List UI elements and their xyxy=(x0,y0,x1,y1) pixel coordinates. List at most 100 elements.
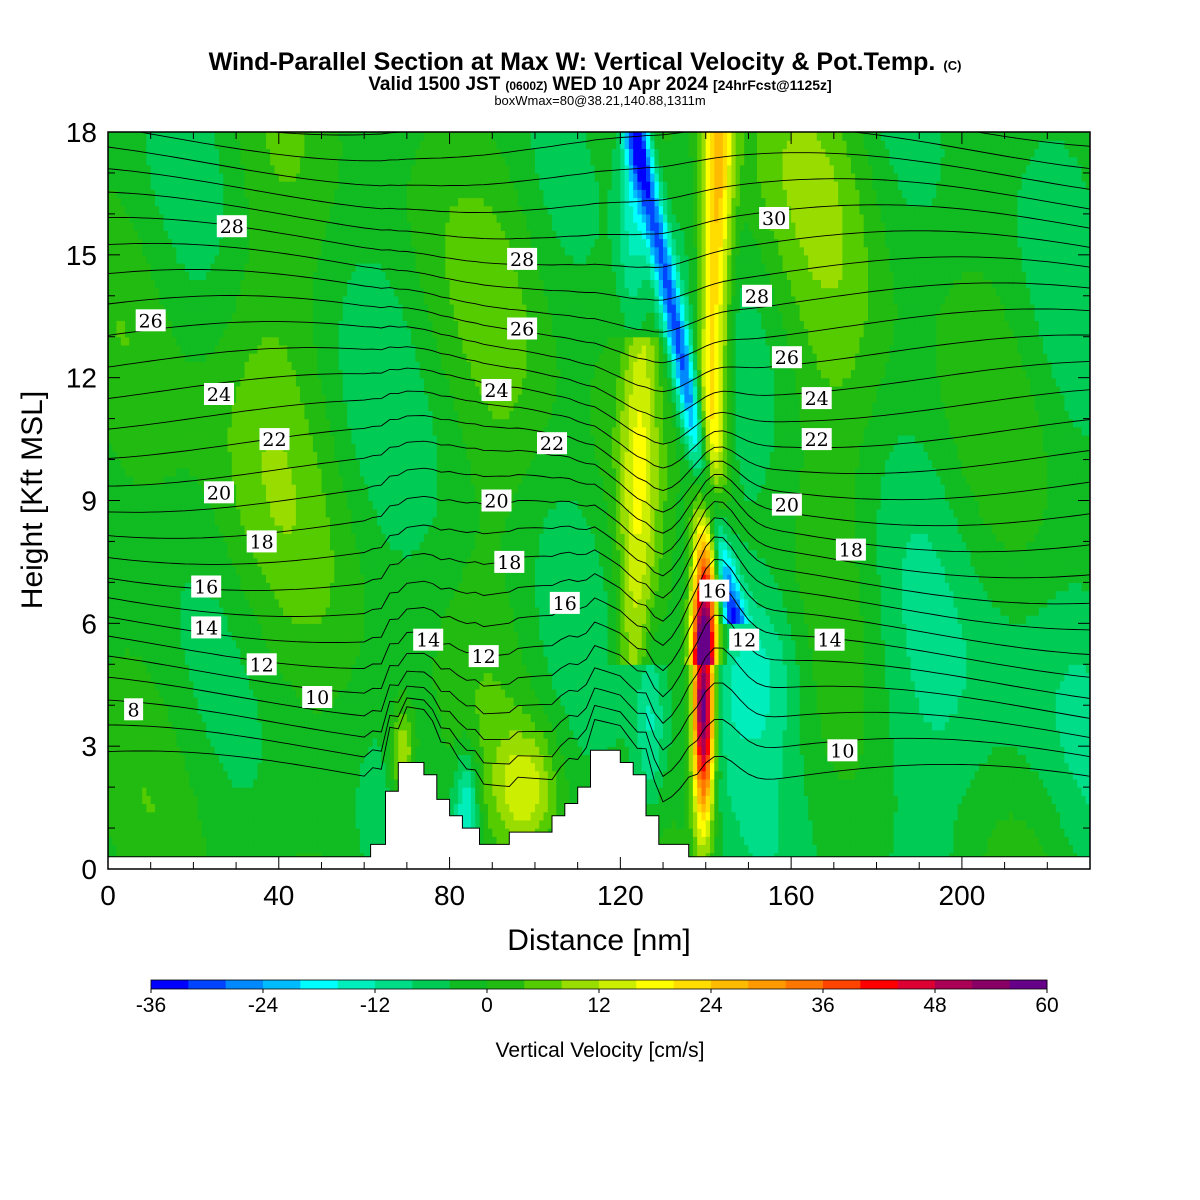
velocity-cell xyxy=(150,828,156,837)
velocity-cell xyxy=(231,533,237,543)
velocity-cell xyxy=(159,664,165,674)
velocity-cell xyxy=(206,426,212,436)
velocity-cell xyxy=(278,246,284,256)
velocity-cell xyxy=(120,607,126,616)
velocity-cell xyxy=(338,762,344,772)
velocity-cell xyxy=(257,222,263,231)
velocity-cell xyxy=(330,844,335,854)
velocity-cell xyxy=(129,361,135,371)
velocity-cell xyxy=(150,598,156,608)
velocity-cell xyxy=(231,344,237,354)
velocity-cell xyxy=(261,172,267,182)
velocity-cell xyxy=(334,140,340,149)
velocity-cell xyxy=(167,410,173,420)
velocity-cell xyxy=(172,238,177,248)
velocity-cell xyxy=(312,721,318,731)
velocity-cell xyxy=(330,205,335,215)
velocity-cell xyxy=(159,402,165,411)
velocity-cell xyxy=(287,688,293,698)
velocity-cell xyxy=(172,656,177,665)
velocity-cell xyxy=(283,287,288,297)
velocity-cell xyxy=(295,688,301,698)
velocity-cell xyxy=(193,566,199,575)
velocity-cell xyxy=(210,222,216,231)
velocity-cell xyxy=(330,631,335,641)
velocity-cell xyxy=(308,238,314,248)
velocity-cell xyxy=(120,295,126,305)
velocity-cell xyxy=(184,566,190,575)
velocity-cell xyxy=(231,590,237,600)
velocity-cell xyxy=(325,533,331,543)
velocity-cell xyxy=(180,541,186,551)
velocity-cell xyxy=(180,320,186,330)
velocity-cell xyxy=(325,541,331,551)
velocity-cell xyxy=(146,353,152,362)
velocity-cell xyxy=(214,475,220,485)
velocity-cell xyxy=(167,590,173,600)
velocity-cell xyxy=(172,172,177,182)
velocity-cell xyxy=(248,467,254,477)
velocity-cell xyxy=(325,598,331,608)
velocity-cell xyxy=(304,254,310,264)
velocity-cell xyxy=(155,426,160,436)
velocity-cell xyxy=(112,647,118,657)
velocity-cell xyxy=(266,500,271,510)
velocity-cell xyxy=(321,205,327,215)
velocity-cell xyxy=(133,762,139,772)
velocity-cell xyxy=(300,443,305,452)
velocity-cell xyxy=(325,312,331,321)
velocity-cell xyxy=(283,254,288,264)
velocity-cell xyxy=(253,402,259,411)
velocity-cell xyxy=(214,459,220,469)
velocity-cell xyxy=(108,500,113,510)
velocity-cell xyxy=(321,238,327,248)
velocity-cell xyxy=(317,492,323,502)
velocity-cell xyxy=(304,295,310,305)
velocity-cell xyxy=(291,770,297,780)
velocity-cell xyxy=(278,672,284,682)
velocity-cell xyxy=(108,238,113,248)
velocity-cell xyxy=(295,500,301,510)
velocity-cell xyxy=(214,738,220,747)
velocity-cell xyxy=(257,197,263,207)
velocity-cell xyxy=(325,320,331,330)
velocity-cell xyxy=(274,377,280,387)
velocity-cell xyxy=(214,205,220,215)
velocity-cell xyxy=(223,312,229,321)
velocity-cell xyxy=(283,500,288,510)
velocity-cell xyxy=(278,369,284,379)
velocity-cell xyxy=(266,304,271,313)
velocity-cell xyxy=(295,410,301,420)
velocity-cell xyxy=(176,304,182,313)
velocity-cell xyxy=(193,426,199,436)
velocity-cell xyxy=(338,795,344,805)
velocity-cell xyxy=(325,738,331,747)
velocity-cell xyxy=(325,402,331,411)
velocity-cell xyxy=(142,778,148,788)
velocity-cell xyxy=(108,189,113,199)
velocity-cell xyxy=(172,787,177,796)
velocity-cell xyxy=(210,516,216,526)
velocity-cell xyxy=(219,525,224,534)
velocity-cell xyxy=(129,688,135,698)
velocity-cell xyxy=(223,410,229,420)
velocity-cell xyxy=(321,156,327,166)
velocity-cell xyxy=(108,140,113,149)
velocity-cell xyxy=(308,549,314,559)
velocity-cell xyxy=(287,697,293,706)
velocity-cell xyxy=(146,516,152,526)
velocity-cell xyxy=(274,770,280,780)
velocity-cell xyxy=(184,811,190,821)
velocity-cell xyxy=(142,263,148,272)
velocity-cell xyxy=(274,287,280,297)
velocity-cell xyxy=(283,631,288,641)
velocity-cell xyxy=(308,443,314,452)
velocity-cell xyxy=(146,787,152,796)
velocity-cell xyxy=(184,475,190,485)
velocity-cell xyxy=(180,680,186,690)
velocity-cell xyxy=(214,762,220,772)
velocity-cell xyxy=(120,721,126,731)
velocity-cell xyxy=(133,607,139,616)
velocity-cell xyxy=(176,590,182,600)
velocity-cell xyxy=(248,181,254,190)
